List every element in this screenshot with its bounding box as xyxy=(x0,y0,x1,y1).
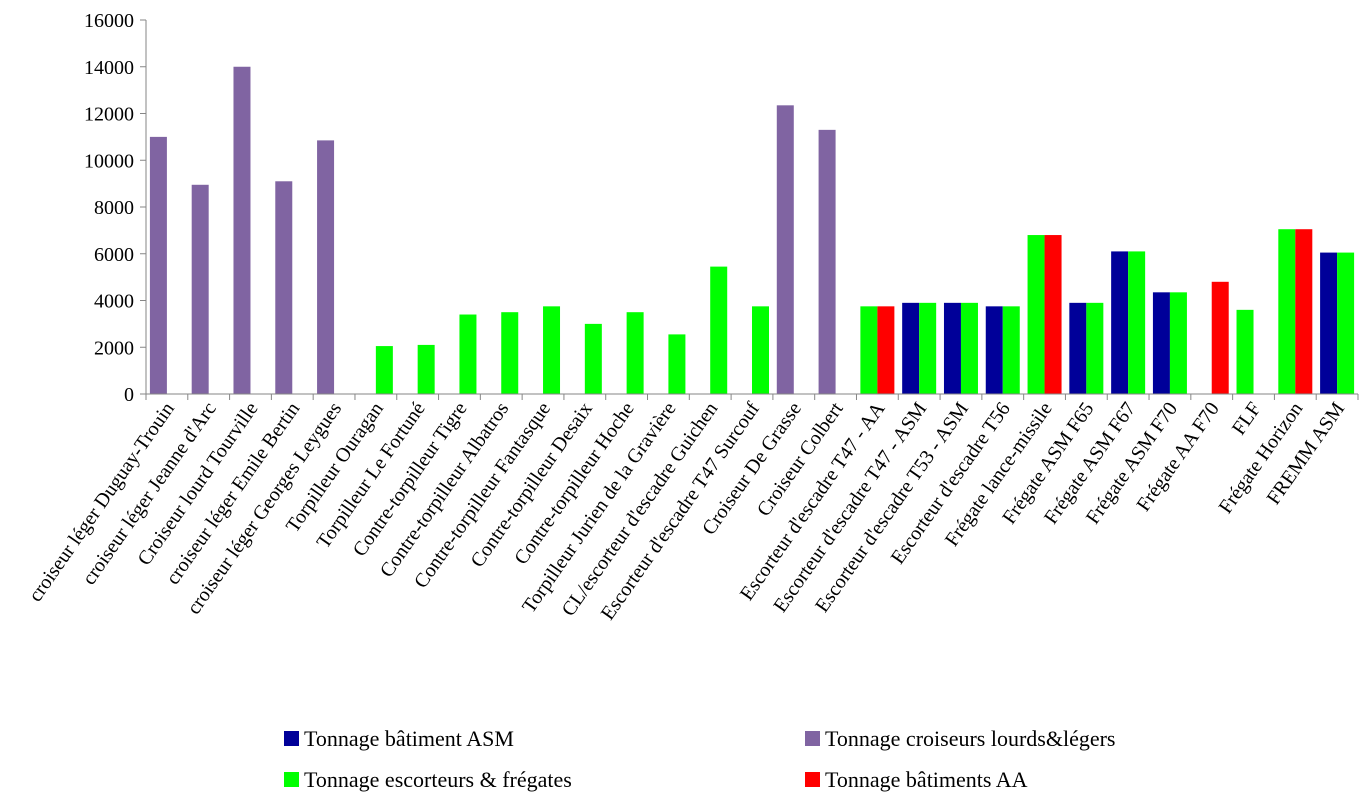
bar xyxy=(1169,292,1187,394)
bar xyxy=(1152,292,1170,394)
legend-item: Tonnage bâtiments AA xyxy=(805,767,1028,792)
bar xyxy=(275,181,293,394)
bar xyxy=(149,136,167,395)
legend-swatch xyxy=(805,731,820,746)
y-tick-label: 4000 xyxy=(94,291,134,313)
bar xyxy=(1111,251,1129,394)
bar xyxy=(668,334,686,394)
bar xyxy=(1128,251,1146,394)
bar xyxy=(943,302,961,394)
bar xyxy=(1044,235,1062,394)
y-tick-label: 8000 xyxy=(94,197,134,219)
bar xyxy=(752,306,769,394)
bar xyxy=(584,323,602,395)
y-tick-label: 6000 xyxy=(94,244,134,266)
y-axis: 0 2000 4000 6000 8000 10000 12000 14000 16000 xyxy=(84,10,147,406)
bar xyxy=(710,266,728,394)
x-tick-label: FLF xyxy=(1228,398,1266,439)
bar xyxy=(776,105,794,394)
bar xyxy=(501,312,519,394)
bar xyxy=(860,306,878,394)
bar xyxy=(1337,252,1355,394)
bar xyxy=(233,66,251,394)
bar xyxy=(543,306,561,394)
bar xyxy=(626,312,644,394)
legend-swatch xyxy=(805,772,820,787)
y-tick-label: 16000 xyxy=(84,10,134,32)
bar xyxy=(1320,252,1338,394)
bar xyxy=(459,314,477,394)
bar xyxy=(1278,229,1296,394)
legend-swatch xyxy=(284,772,299,787)
bar xyxy=(960,302,978,394)
bar xyxy=(818,129,836,395)
bar xyxy=(1236,309,1254,394)
bar xyxy=(1002,306,1020,394)
bar xyxy=(1027,235,1045,394)
bar xyxy=(877,306,895,394)
bar xyxy=(1069,302,1087,394)
bar xyxy=(985,306,1003,394)
bar xyxy=(1295,229,1313,394)
legend-label: Tonnage escorteurs & frégates xyxy=(304,767,572,792)
bar xyxy=(1086,302,1104,394)
legend-label: Tonnage croiseurs lourds&légers xyxy=(825,726,1116,751)
y-tick-label: 12000 xyxy=(84,104,134,126)
legend-label: Tonnage bâtiments AA xyxy=(825,767,1028,792)
legend-item: Tonnage escorteurs & frégates xyxy=(284,767,572,792)
bar xyxy=(1211,281,1229,394)
y-tick-label: 0 xyxy=(124,384,134,406)
bar xyxy=(417,344,435,394)
legend: Tonnage bâtiment ASM Tonnage croiseurs lo… xyxy=(284,726,1116,792)
bars xyxy=(149,66,1355,395)
y-tick-label: 2000 xyxy=(94,337,134,359)
bar xyxy=(375,346,393,394)
legend-label: Tonnage bâtiment ASM xyxy=(304,726,514,751)
bar xyxy=(191,184,209,394)
legend-item: Tonnage bâtiment ASM xyxy=(284,726,514,751)
x-axis xyxy=(145,393,1359,400)
y-tick-label: 10000 xyxy=(84,150,134,172)
bar xyxy=(902,302,920,394)
bar xyxy=(919,302,937,394)
y-tick-label: 14000 xyxy=(84,57,134,79)
legend-item: Tonnage croiseurs lourds&légers xyxy=(805,726,1116,751)
legend-swatch xyxy=(284,731,299,746)
bar xyxy=(317,140,335,394)
